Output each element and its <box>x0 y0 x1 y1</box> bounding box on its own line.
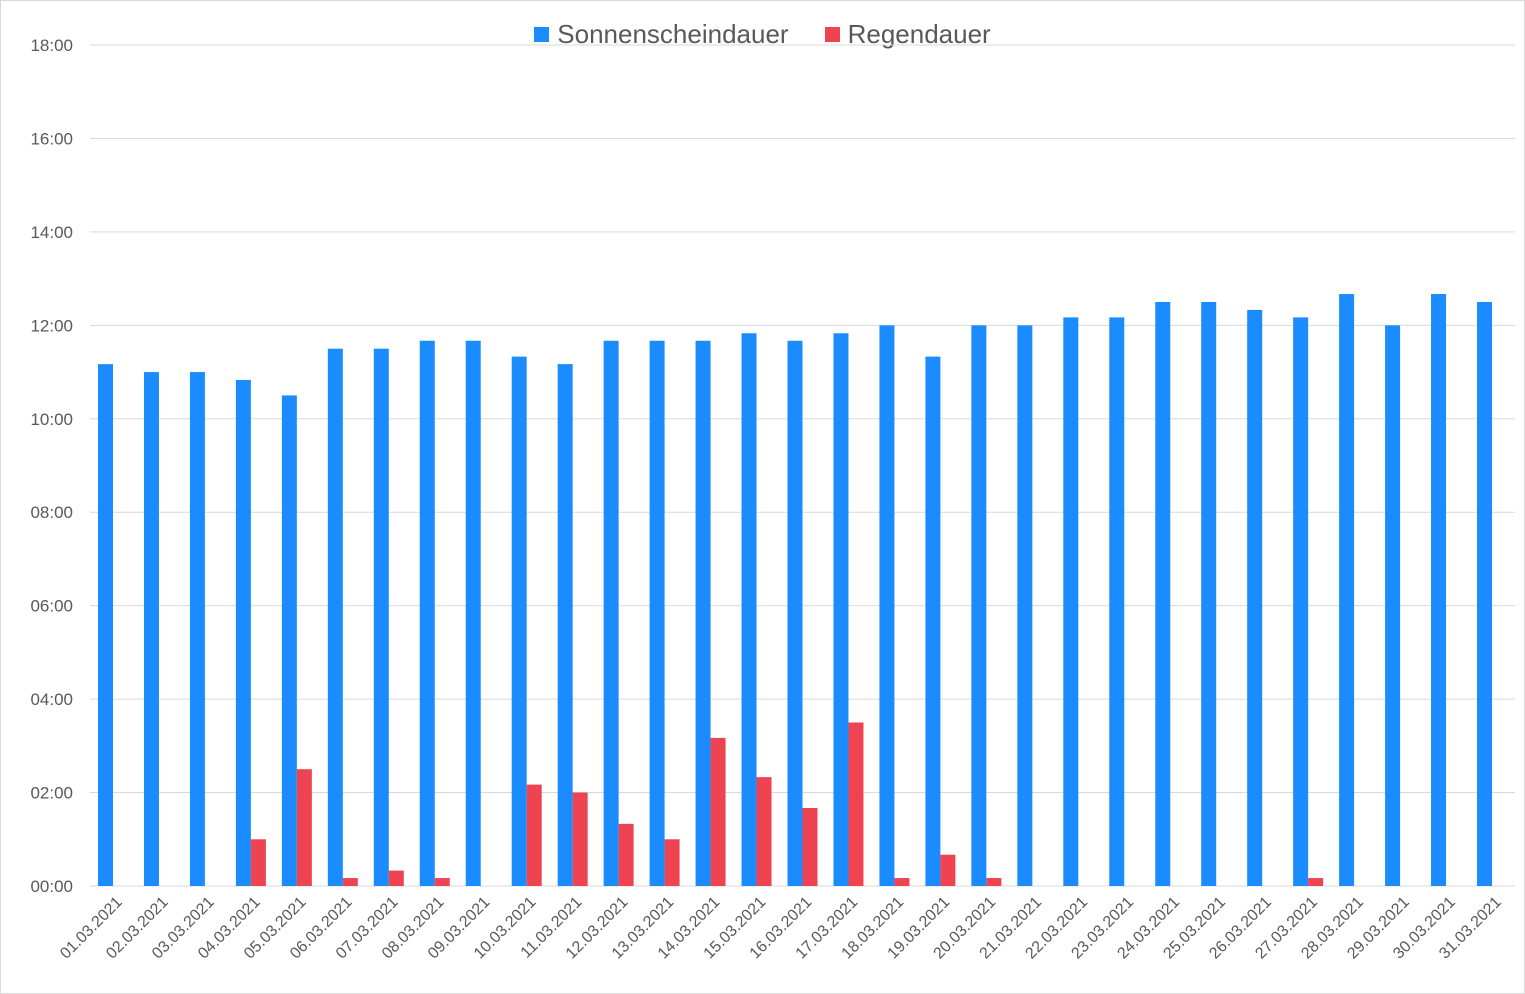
bar-regendauer <box>1308 878 1324 886</box>
bar-sonnenscheindauer <box>419 340 435 886</box>
bar-sonnenscheindauer <box>971 325 987 886</box>
bar-sonnenscheindauer <box>741 333 757 886</box>
legend-item-regendauer: Regendauer <box>824 19 991 50</box>
bar-sonnenscheindauer <box>833 333 849 886</box>
bar-sonnenscheindauer <box>557 364 573 886</box>
bar-sonnenscheindauer <box>695 340 711 886</box>
bar-sonnenscheindauer <box>649 340 665 886</box>
legend: Sonnenscheindauer Regendauer <box>0 19 1525 50</box>
bar-sonnenscheindauer <box>143 372 159 886</box>
bar-regendauer <box>434 878 450 886</box>
bars <box>97 294 1493 887</box>
bar-sonnenscheindauer <box>1155 301 1171 886</box>
x-axis-ticks: 01.03.202102.03.202103.03.202104.03.2021… <box>57 894 1505 963</box>
bar-sonnenscheindauer <box>1477 301 1493 886</box>
y-tick-label: 10:00 <box>30 410 73 429</box>
y-tick-label: 12:00 <box>30 316 73 335</box>
bar-regendauer <box>940 854 956 886</box>
y-tick-label: 04:00 <box>30 690 73 709</box>
legend-item-sonnenscheindauer: Sonnenscheindauer <box>534 19 789 50</box>
bar-sonnenscheindauer <box>1431 294 1447 887</box>
bar-sonnenscheindauer <box>787 340 803 886</box>
bar-regendauer <box>618 823 634 886</box>
bar-sonnenscheindauer <box>327 348 343 886</box>
bar-regendauer <box>894 878 910 886</box>
bar-sonnenscheindauer <box>1293 317 1309 886</box>
bar-sonnenscheindauer <box>97 364 113 886</box>
bar-sonnenscheindauer <box>189 372 205 886</box>
legend-swatch-regendauer <box>824 27 840 42</box>
bar-regendauer <box>986 878 1002 886</box>
bar-sonnenscheindauer <box>1109 317 1125 886</box>
bar-regendauer <box>710 737 726 886</box>
bar-regendauer <box>342 878 358 886</box>
legend-label-sonnenscheindauer: Sonnenscheindauer <box>557 19 789 49</box>
bar-sonnenscheindauer <box>465 340 481 886</box>
y-tick-label: 14:00 <box>30 223 73 242</box>
bar-sonnenscheindauer <box>1385 325 1401 886</box>
bar-regendauer <box>848 722 864 886</box>
bar-regendauer <box>756 777 772 886</box>
bar-regendauer <box>664 839 680 886</box>
bar-regendauer <box>250 839 266 886</box>
y-tick-label: 02:00 <box>30 784 73 803</box>
bar-sonnenscheindauer <box>373 348 389 886</box>
bar-sonnenscheindauer <box>879 325 895 886</box>
bar-sonnenscheindauer <box>235 379 251 886</box>
bar-regendauer <box>526 784 542 886</box>
bar-sonnenscheindauer <box>511 356 527 886</box>
bar-sonnenscheindauer <box>1339 294 1355 887</box>
bar-sonnenscheindauer <box>925 356 941 886</box>
bar-regendauer <box>296 769 312 886</box>
y-axis-ticks: 00:00 02:00 04:00 06:00 08:00 10:00 12:00 14:00… <box>30 36 73 896</box>
bar-sonnenscheindauer <box>1063 317 1079 886</box>
bar-sonnenscheindauer <box>1247 309 1263 886</box>
y-tick-label: 08:00 <box>30 503 73 522</box>
bar-regendauer <box>388 870 404 886</box>
bar-sonnenscheindauer <box>1201 301 1217 886</box>
bar-regendauer <box>572 792 588 886</box>
bar-sonnenscheindauer <box>603 340 619 886</box>
bar-regendauer <box>802 807 818 886</box>
legend-swatch-sonnenscheindauer <box>534 27 550 42</box>
y-tick-label: 06:00 <box>30 597 73 616</box>
bar-sonnenscheindauer <box>281 395 297 886</box>
y-tick-label: 18:00 <box>30 36 73 55</box>
bar-sonnenscheindauer <box>1017 325 1033 886</box>
legend-label-regendauer: Regendauer <box>847 19 991 49</box>
y-tick-label: 16:00 <box>30 129 73 148</box>
y-tick-label: 00:00 <box>30 877 73 896</box>
